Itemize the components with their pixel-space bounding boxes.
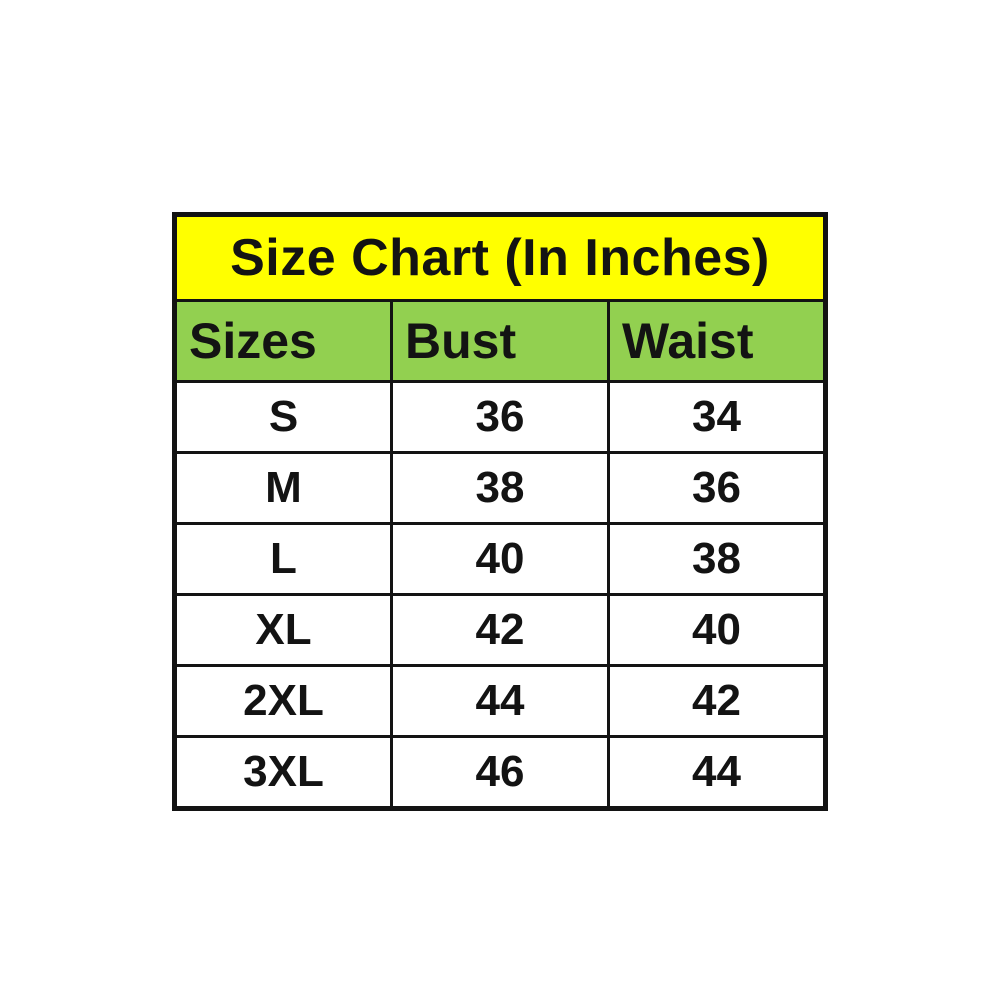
size-cell: S bbox=[173, 380, 393, 454]
waist-cell: 40 bbox=[607, 593, 827, 667]
table-row: L 40 38 bbox=[173, 522, 827, 596]
column-header-sizes: Sizes bbox=[173, 299, 393, 383]
size-chart-title: Size Chart (In Inches) bbox=[173, 213, 827, 302]
bust-cell: 46 bbox=[390, 735, 610, 810]
waist-cell: 36 bbox=[607, 451, 827, 525]
size-chart-body: S 36 34 M 38 36 L 40 38 XL 42 40 2XL 44 bbox=[173, 380, 827, 810]
waist-cell: 44 bbox=[607, 735, 827, 810]
title-row: Size Chart (In Inches) bbox=[173, 213, 827, 302]
table-row: XL 42 40 bbox=[173, 593, 827, 667]
column-header-waist: Waist bbox=[607, 299, 827, 383]
table-row: 2XL 44 42 bbox=[173, 664, 827, 738]
size-chart-table: Size Chart (In Inches) Sizes Bust Waist … bbox=[172, 212, 828, 811]
header-row: Sizes Bust Waist bbox=[173, 299, 827, 383]
bust-cell: 36 bbox=[390, 380, 610, 454]
table-row: M 38 36 bbox=[173, 451, 827, 525]
bust-cell: 40 bbox=[390, 522, 610, 596]
size-cell: 2XL bbox=[173, 664, 393, 738]
size-cell: M bbox=[173, 451, 393, 525]
bust-cell: 42 bbox=[390, 593, 610, 667]
waist-cell: 38 bbox=[607, 522, 827, 596]
size-cell: 3XL bbox=[173, 735, 393, 810]
table-row: 3XL 46 44 bbox=[173, 735, 827, 810]
bust-cell: 38 bbox=[390, 451, 610, 525]
column-header-bust: Bust bbox=[390, 299, 610, 383]
table-row: S 36 34 bbox=[173, 380, 827, 454]
waist-cell: 34 bbox=[607, 380, 827, 454]
bust-cell: 44 bbox=[390, 664, 610, 738]
size-cell: L bbox=[173, 522, 393, 596]
waist-cell: 42 bbox=[607, 664, 827, 738]
size-cell: XL bbox=[173, 593, 393, 667]
